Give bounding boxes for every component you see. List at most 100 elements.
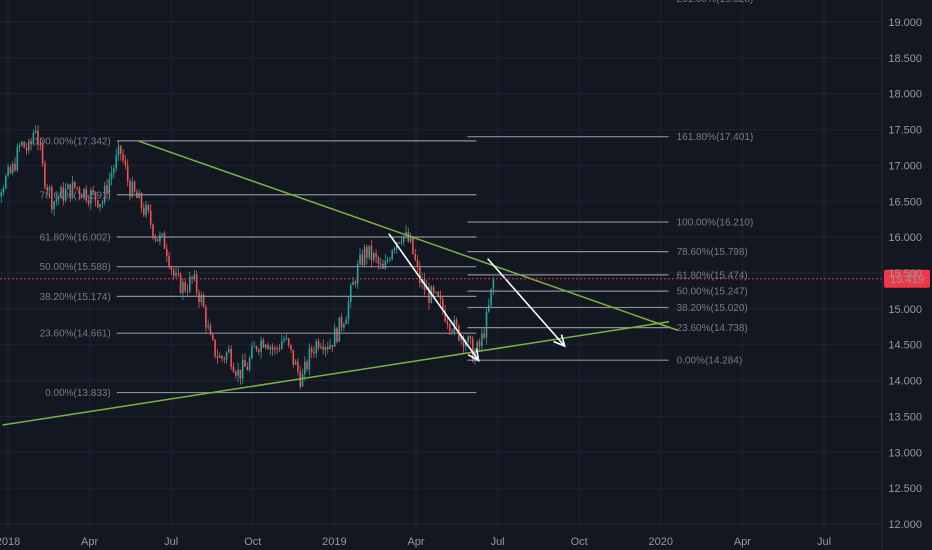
trendlines[interactable] [2,140,679,426]
candle-body [462,336,465,347]
y-tick-label: 18.000 [888,89,922,101]
y-tick-label: 14.500 [888,340,922,352]
candle-body [336,328,338,342]
candle-body [412,236,414,254]
fib-extension[interactable]: 261.80%(19.328) 161.80%(17.401) 100.00%(16… [467,0,753,367]
candle-body [389,259,391,261]
candle-body [469,336,472,339]
candle-body [62,187,65,201]
y-tick-label: 13.000 [888,447,922,459]
candle-body [149,210,152,225]
x-axis[interactable]: 2018 Apr Jul Oct 2019 Apr Jul Oct 2020 Apr Jul [0,536,831,548]
candle-body [368,245,370,258]
y-tick-label: 17.500 [888,125,922,137]
candle-body [248,358,251,371]
x-tick-label: Oct [244,536,261,548]
candle-body [405,232,407,236]
fib-retracement[interactable]: 100.00%(17.342) 78.60%(16.591) 61.80%(16.0… [34,136,477,399]
candle-body [354,281,357,284]
arrow-shaft [388,233,480,361]
candle-body [11,163,14,174]
candle-body [156,238,159,242]
candle-body [285,338,288,340]
y-tick-label: 15.500 [888,268,922,280]
candle-body [74,181,76,188]
candle-body [101,202,104,204]
candle-body [55,199,58,202]
candle-body [274,347,276,350]
candle-body [214,339,216,357]
price-badge-label: 15.419 [890,274,924,286]
candle-body [287,338,290,346]
candle-body [53,201,55,210]
candle-body [143,208,145,215]
candle-body [400,241,403,243]
candle-body [359,254,361,265]
candle-body [60,187,62,198]
candle-body [168,255,170,267]
candle-body [258,349,260,352]
candle-body [386,260,389,262]
fib-extension-label: 38.20%(15.020) [677,303,748,314]
fib-level-label: 38.20%(15.174) [40,292,111,303]
x-tick-label: Apr [407,536,424,548]
candle-body [478,341,481,346]
candle-body [122,153,124,161]
candle-body [322,346,324,351]
candle-body [103,185,106,203]
candle-body [23,141,25,148]
candle-body [331,344,334,347]
candle-body [117,145,120,156]
candle-body [244,359,246,367]
candle-body [182,282,184,294]
candle-body [315,341,318,354]
y-tick-label: 13.500 [888,411,922,423]
candle-body [347,302,350,320]
candle-body [200,295,203,303]
x-tick-label: Jul [164,536,178,548]
candle-body [446,321,449,325]
candle-body [492,279,495,289]
y-axis[interactable]: 19.000 18.500 18.000 17.500 17.000 16.500 16.0… [881,0,922,550]
candle-body [304,361,306,375]
candle-body [455,319,458,326]
candle-body [356,264,359,284]
candle-body [246,366,249,371]
candle-body [16,146,19,171]
candle-body [97,200,99,208]
candle-body [474,352,476,362]
candle-body [85,188,88,201]
candle-body [195,274,198,293]
candle-body [340,317,343,328]
fib-extension-label: 261.80%(19.328) [677,0,754,5]
candle-body [308,348,311,370]
candle-body [115,155,117,169]
candle-body [159,234,161,242]
candle-body [94,191,97,201]
candle-body [90,190,92,204]
candle-body [202,295,205,307]
candle-body [320,346,322,348]
candle-body [126,165,129,181]
candle-body [260,340,262,352]
fib-level-label: 100.00%(17.342) [34,136,111,147]
candle-body [235,371,237,376]
y-tick-label: 12.000 [888,519,922,531]
candle-body [113,168,115,173]
candle-body [306,361,308,370]
candle-body [32,132,35,145]
y-tick-label: 18.500 [888,53,922,65]
candle-body [465,342,467,347]
candle-body [269,346,272,350]
candle-body [9,166,12,174]
candle-body [276,347,278,349]
candle-body [481,333,483,346]
candle-body [129,180,131,197]
candle-body [5,175,7,189]
candle-body [327,347,329,350]
annotation-arrows[interactable] [388,233,566,362]
fib-level-label: 78.60%(16.591) [40,190,111,201]
candle-body [350,285,352,303]
x-tick-label: Apr [81,536,98,548]
